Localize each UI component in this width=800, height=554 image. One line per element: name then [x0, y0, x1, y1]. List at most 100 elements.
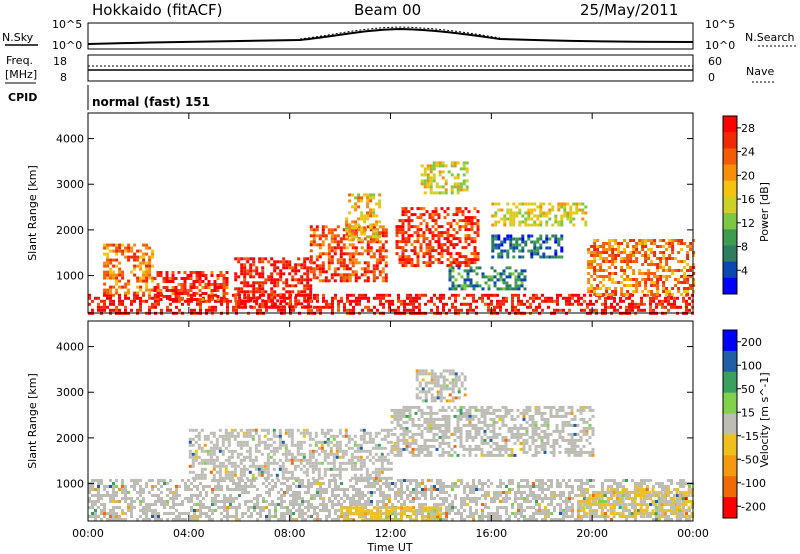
data-cell	[518, 220, 522, 224]
data-cell	[445, 500, 448, 503]
data-cell	[184, 485, 187, 488]
data-cell	[456, 161, 460, 165]
data-cell	[595, 497, 598, 500]
data-cell	[356, 455, 360, 459]
data-cell	[188, 440, 192, 444]
data-cell	[169, 308, 172, 312]
data-cell	[281, 461, 285, 465]
data-cell	[529, 491, 532, 494]
data-cell	[224, 428, 228, 432]
data-cell	[412, 296, 415, 300]
data-cell	[225, 271, 229, 274]
data-cell	[419, 207, 423, 211]
data-cell	[91, 494, 94, 497]
data-cell	[361, 308, 364, 312]
data-cell	[360, 232, 364, 236]
data-cell	[193, 515, 196, 518]
data-cell	[103, 503, 106, 506]
data-cell	[384, 273, 388, 277]
data-cell	[590, 254, 594, 257]
data-cell	[224, 434, 228, 438]
data-cell	[461, 210, 465, 214]
data-cell	[100, 482, 103, 485]
data-cell	[261, 281, 265, 285]
data-cell	[514, 491, 517, 494]
data-cell	[106, 255, 110, 259]
data-cell	[535, 500, 538, 503]
data-cell	[303, 257, 307, 261]
data-cell	[109, 302, 112, 306]
data-cell	[266, 458, 270, 462]
data-cell	[382, 503, 385, 506]
data-cell	[637, 302, 640, 306]
data-cell	[676, 305, 679, 309]
data-cell	[345, 273, 349, 277]
data-cell	[436, 296, 439, 300]
data-cell	[151, 488, 154, 491]
data-cell	[428, 249, 432, 253]
data-cell	[616, 503, 619, 506]
data-cell	[359, 476, 363, 480]
data-cell	[243, 272, 247, 276]
data-cell	[661, 299, 664, 303]
data-cell	[336, 258, 340, 262]
data-cell	[523, 278, 527, 282]
data-cell	[403, 305, 406, 309]
data-cell	[229, 506, 232, 509]
data-cell	[216, 283, 220, 286]
data-cell	[202, 485, 205, 488]
data-cell	[611, 290, 615, 293]
data-cell	[362, 440, 366, 444]
data-cell	[410, 225, 414, 229]
data-cell	[422, 207, 426, 211]
data-cell	[608, 275, 612, 278]
data-cell	[263, 470, 267, 474]
data-cell	[115, 249, 119, 253]
data-cell	[232, 497, 235, 500]
data-cell	[481, 299, 484, 303]
data-cell	[412, 302, 415, 306]
data-cell	[430, 296, 433, 300]
data-cell	[616, 488, 619, 491]
data-cell	[247, 515, 250, 518]
data-cell	[364, 515, 367, 518]
data-cell	[668, 254, 672, 257]
data-cell	[677, 251, 681, 254]
data-cell	[382, 491, 385, 494]
data-cell	[517, 491, 520, 494]
data-cell	[257, 443, 261, 447]
data-cell	[523, 293, 526, 297]
data-cell	[650, 242, 654, 245]
data-cell	[429, 179, 433, 183]
data-cell	[407, 219, 411, 223]
data-cell	[413, 252, 417, 256]
data-cell	[321, 264, 325, 268]
data-cell	[313, 479, 316, 482]
data-cell	[124, 249, 128, 253]
data-cell	[133, 264, 137, 268]
data-cell	[458, 219, 462, 223]
data-cell	[121, 479, 124, 482]
data-cell	[327, 246, 331, 250]
data-cell	[359, 467, 363, 471]
data-cell	[267, 260, 271, 264]
data-cell	[226, 488, 229, 491]
data-cell	[520, 278, 524, 282]
data-cell	[421, 293, 424, 297]
data-cell	[248, 452, 252, 456]
data-cell	[360, 267, 364, 271]
data-cell	[229, 494, 232, 497]
data-cell	[604, 296, 607, 300]
data-cell	[557, 220, 561, 224]
data-cell	[227, 458, 231, 462]
data-cell	[330, 261, 334, 265]
data-cell	[191, 458, 195, 462]
data-cell	[571, 302, 574, 306]
data-cell	[103, 305, 106, 309]
data-cell	[207, 295, 211, 298]
data-cell	[524, 220, 528, 224]
data-cell	[311, 455, 315, 459]
data-cell	[454, 482, 457, 485]
data-cell	[227, 455, 231, 459]
data-cell	[160, 479, 163, 482]
